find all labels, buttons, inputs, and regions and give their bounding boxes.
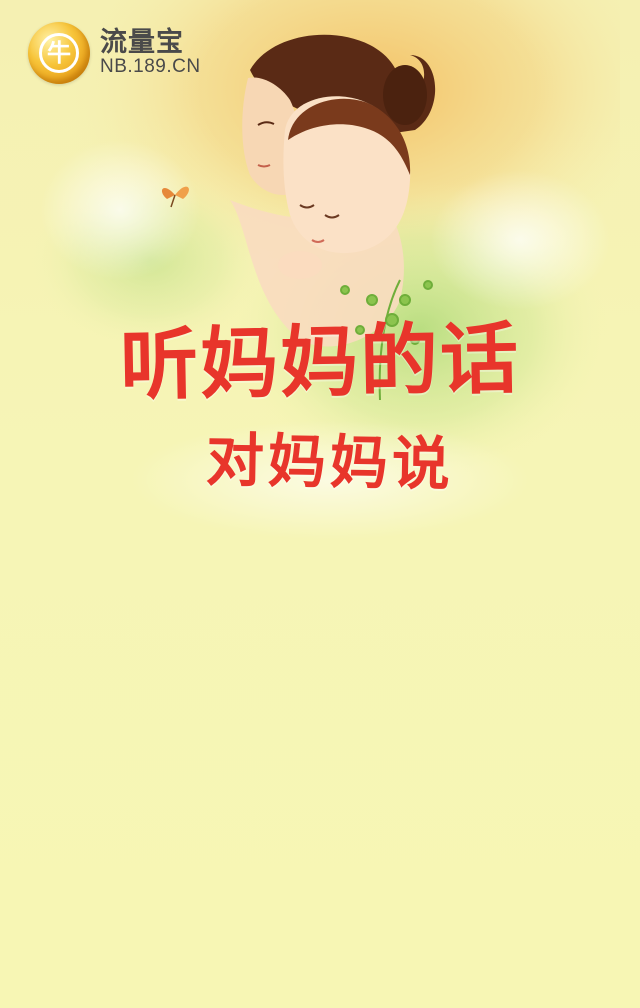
hero-title-primary: 听妈妈的话: [119, 314, 521, 412]
brand-name: 流量宝: [100, 26, 184, 58]
mother-and-baby-illustration: [161, 34, 436, 401]
brand-logo: 牛 流量宝 NB.189.CN: [28, 22, 201, 84]
hero-title-secondary: 对妈妈说: [205, 426, 455, 499]
coin-glyph: 牛: [39, 33, 79, 73]
coin-logo-icon: 牛: [28, 22, 90, 84]
brand-url: NB.189.CN: [100, 56, 201, 78]
brand-text: 流量宝 NB.189.CN: [100, 26, 201, 78]
